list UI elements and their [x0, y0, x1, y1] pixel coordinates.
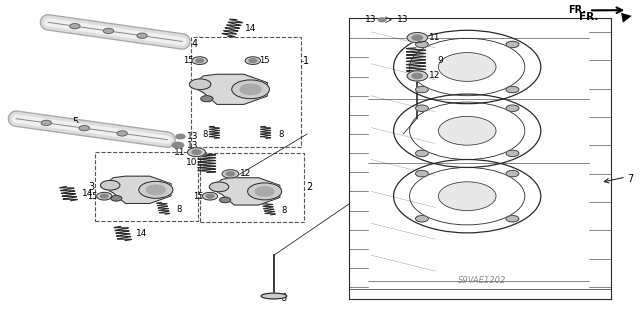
Text: 5: 5: [72, 117, 79, 127]
Text: 8: 8: [278, 130, 284, 139]
Circle shape: [438, 53, 496, 81]
Text: 9: 9: [437, 56, 443, 65]
Circle shape: [240, 84, 261, 94]
Circle shape: [188, 148, 205, 157]
Circle shape: [227, 172, 234, 176]
Circle shape: [100, 181, 120, 190]
Circle shape: [189, 79, 211, 90]
Text: 2: 2: [306, 182, 312, 192]
Circle shape: [176, 134, 185, 139]
Polygon shape: [190, 74, 268, 104]
Circle shape: [202, 192, 218, 200]
Circle shape: [220, 197, 230, 203]
Text: 15: 15: [259, 56, 269, 65]
Circle shape: [415, 170, 428, 177]
Circle shape: [100, 194, 108, 198]
Circle shape: [97, 192, 112, 200]
Circle shape: [111, 196, 122, 201]
Text: 15: 15: [88, 192, 98, 201]
Text: 12: 12: [429, 71, 440, 80]
Circle shape: [407, 71, 428, 81]
Circle shape: [139, 181, 173, 198]
Circle shape: [506, 86, 519, 93]
Text: 13: 13: [365, 15, 376, 24]
Circle shape: [506, 150, 519, 157]
Polygon shape: [210, 178, 280, 205]
Text: 11: 11: [429, 33, 440, 42]
Text: 11: 11: [174, 148, 186, 157]
Circle shape: [192, 150, 201, 154]
Circle shape: [415, 41, 428, 48]
Circle shape: [248, 183, 282, 200]
Circle shape: [103, 28, 114, 33]
Circle shape: [506, 170, 519, 177]
Circle shape: [415, 216, 428, 222]
Text: 15: 15: [183, 56, 193, 65]
Text: 13: 13: [397, 15, 408, 24]
Text: 8: 8: [282, 206, 287, 215]
Text: 14: 14: [136, 229, 148, 238]
Text: 1: 1: [303, 56, 309, 66]
Bar: [200, 153, 304, 222]
Circle shape: [172, 142, 184, 148]
Circle shape: [222, 170, 239, 178]
Polygon shape: [101, 176, 171, 204]
Circle shape: [117, 131, 127, 136]
Circle shape: [415, 150, 428, 157]
Circle shape: [438, 182, 496, 211]
Circle shape: [412, 35, 422, 40]
Circle shape: [41, 120, 51, 125]
Circle shape: [245, 57, 260, 64]
Circle shape: [378, 18, 386, 22]
Circle shape: [438, 116, 496, 145]
Bar: [95, 152, 198, 221]
Text: 3: 3: [88, 182, 95, 192]
Circle shape: [407, 33, 428, 43]
Text: 10: 10: [186, 158, 197, 167]
Circle shape: [255, 187, 274, 196]
Circle shape: [232, 80, 269, 99]
Circle shape: [506, 41, 519, 48]
Text: FR.: FR.: [579, 11, 598, 22]
Circle shape: [206, 194, 214, 198]
Text: 14: 14: [82, 189, 93, 198]
Text: 13: 13: [187, 141, 198, 150]
Text: 4: 4: [192, 39, 198, 49]
Circle shape: [192, 57, 207, 64]
Circle shape: [196, 59, 204, 63]
Text: 15: 15: [193, 192, 204, 201]
Text: 8: 8: [203, 130, 208, 139]
Text: FR.: FR.: [568, 5, 622, 15]
Circle shape: [415, 105, 428, 111]
Text: 7: 7: [627, 174, 634, 184]
Circle shape: [209, 182, 228, 192]
Circle shape: [415, 86, 428, 93]
Text: 13: 13: [187, 132, 198, 141]
Bar: [191, 37, 301, 147]
Circle shape: [147, 185, 165, 195]
Circle shape: [249, 59, 257, 63]
Text: 8: 8: [176, 205, 181, 214]
Circle shape: [506, 105, 519, 111]
Text: S9VAE1202: S9VAE1202: [458, 276, 506, 285]
Circle shape: [412, 73, 422, 78]
Circle shape: [506, 216, 519, 222]
Circle shape: [79, 126, 90, 131]
Circle shape: [70, 24, 80, 29]
Text: 6: 6: [280, 293, 287, 303]
Circle shape: [201, 96, 213, 102]
Ellipse shape: [261, 293, 287, 299]
Text: 14: 14: [245, 24, 257, 33]
Circle shape: [137, 33, 147, 38]
Text: 12: 12: [240, 169, 252, 178]
